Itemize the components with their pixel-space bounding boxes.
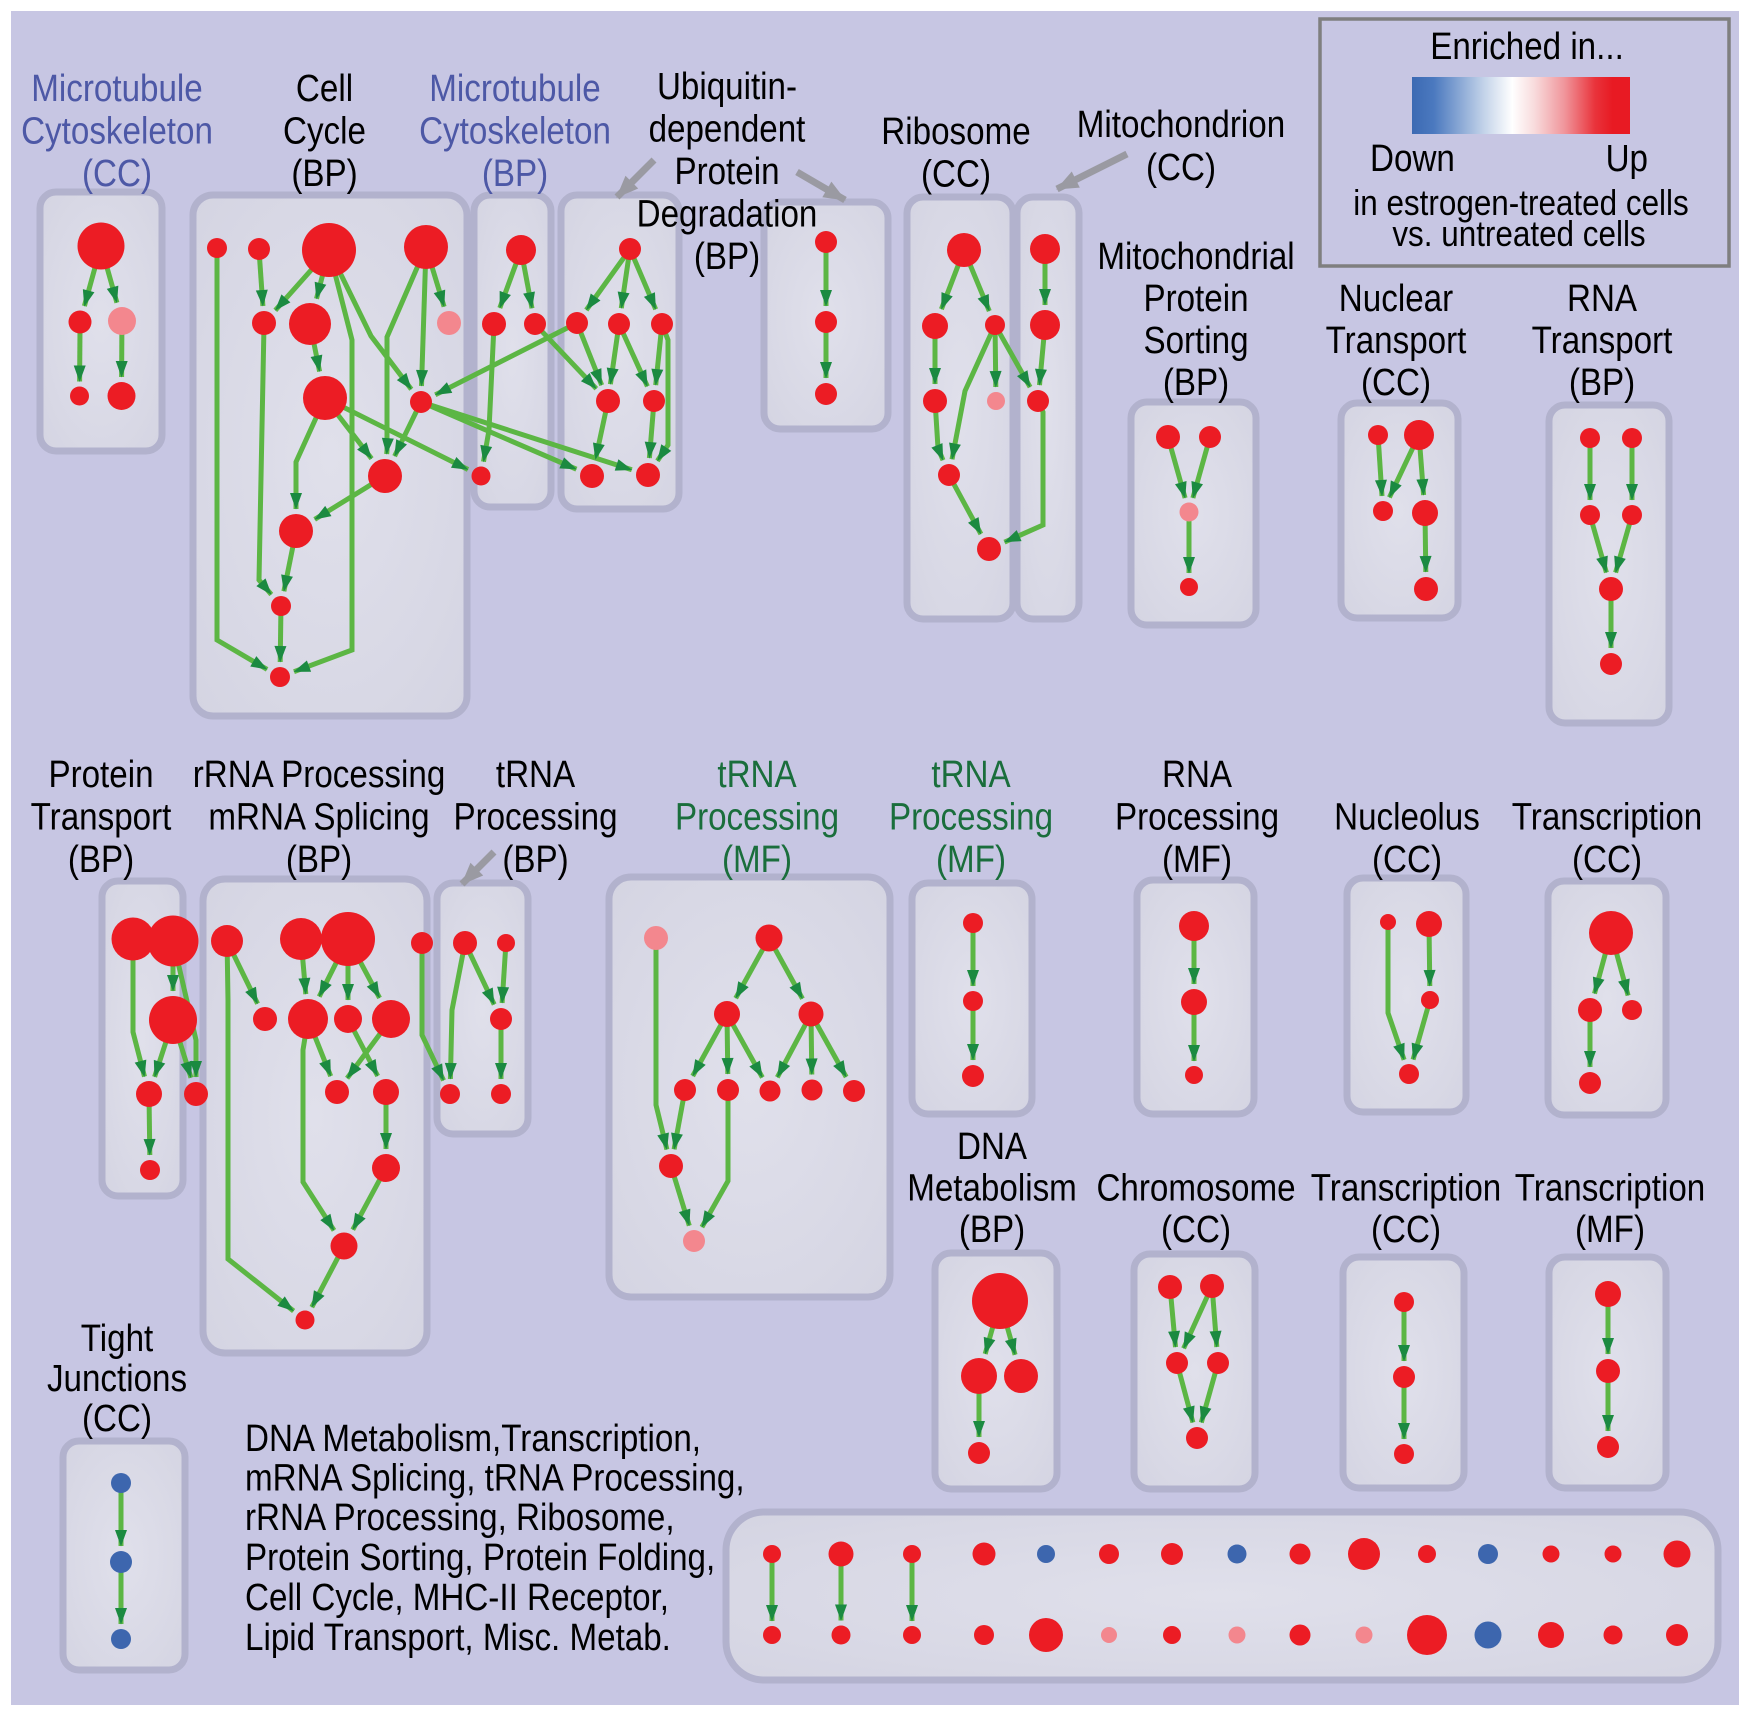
svg-text:tRNA: tRNA bbox=[717, 754, 797, 796]
svg-text:Processing: Processing bbox=[675, 797, 839, 839]
svg-text:Lipid Transport, Misc. Metab.: Lipid Transport, Misc. Metab. bbox=[245, 1617, 671, 1659]
svg-text:Protein: Protein bbox=[674, 151, 779, 193]
svg-text:Transport: Transport bbox=[1326, 320, 1467, 362]
svg-text:Metabolism: Metabolism bbox=[907, 1168, 1077, 1210]
svg-text:(CC): (CC) bbox=[921, 154, 991, 196]
svg-text:Processing: Processing bbox=[1115, 797, 1279, 839]
svg-text:Chromosome: Chromosome bbox=[1096, 1168, 1295, 1210]
svg-text:(BP): (BP) bbox=[694, 236, 760, 278]
svg-text:Junctions: Junctions bbox=[47, 1358, 187, 1400]
svg-text:(BP): (BP) bbox=[1163, 362, 1229, 404]
svg-text:vs. untreated cells: vs. untreated cells bbox=[1392, 213, 1645, 254]
svg-text:(CC): (CC) bbox=[1146, 147, 1216, 189]
svg-text:Transcription: Transcription bbox=[1515, 1168, 1706, 1210]
svg-text:(CC): (CC) bbox=[1572, 839, 1642, 881]
svg-text:(BP): (BP) bbox=[286, 839, 352, 881]
svg-text:Cell Cycle, MHC-II Receptor,: Cell Cycle, MHC-II Receptor, bbox=[245, 1577, 669, 1619]
svg-text:DNA: DNA bbox=[957, 1126, 1028, 1168]
svg-text:Up: Up bbox=[1606, 138, 1648, 180]
svg-text:Mitochondrial: Mitochondrial bbox=[1097, 236, 1294, 278]
svg-text:Mitochondrion: Mitochondrion bbox=[1077, 104, 1285, 146]
svg-text:Down: Down bbox=[1370, 138, 1455, 180]
svg-text:mRNA Splicing: mRNA Splicing bbox=[208, 797, 429, 839]
svg-text:(CC): (CC) bbox=[1371, 1209, 1441, 1251]
svg-text:Transport: Transport bbox=[1532, 320, 1673, 362]
svg-text:Ubiquitin-: Ubiquitin- bbox=[657, 66, 797, 108]
svg-text:RNA: RNA bbox=[1162, 754, 1233, 796]
svg-text:Enriched in...: Enriched in... bbox=[1430, 26, 1624, 68]
svg-text:Cell: Cell bbox=[296, 68, 353, 110]
svg-text:RNA: RNA bbox=[1567, 278, 1638, 320]
svg-text:(CC): (CC) bbox=[1161, 1209, 1231, 1251]
svg-text:(MF): (MF) bbox=[936, 839, 1006, 881]
svg-text:Transport: Transport bbox=[31, 797, 172, 839]
svg-text:dependent: dependent bbox=[649, 109, 806, 151]
svg-text:Cycle: Cycle bbox=[283, 111, 366, 153]
svg-text:Sorting: Sorting bbox=[1143, 320, 1248, 362]
svg-text:rRNA Processing: rRNA Processing bbox=[193, 754, 446, 796]
svg-text:(BP): (BP) bbox=[482, 153, 548, 195]
svg-text:Ribosome: Ribosome bbox=[881, 111, 1030, 153]
svg-text:Transcription: Transcription bbox=[1512, 797, 1703, 839]
svg-text:Processing: Processing bbox=[889, 797, 1053, 839]
svg-text:(CC): (CC) bbox=[82, 1398, 152, 1440]
svg-text:Processing: Processing bbox=[453, 797, 617, 839]
svg-text:(BP): (BP) bbox=[502, 839, 568, 881]
svg-text:Cytoskeleton: Cytoskeleton bbox=[419, 111, 611, 153]
svg-text:Protein: Protein bbox=[48, 754, 153, 796]
svg-text:Degradation: Degradation bbox=[637, 194, 818, 236]
svg-text:Microtubule: Microtubule bbox=[429, 68, 601, 110]
svg-text:(BP): (BP) bbox=[959, 1209, 1025, 1251]
svg-text:rRNA Processing, Ribosome,: rRNA Processing, Ribosome, bbox=[245, 1497, 675, 1539]
svg-text:Cytoskeleton: Cytoskeleton bbox=[21, 111, 213, 153]
svg-text:tRNA: tRNA bbox=[496, 754, 576, 796]
svg-text:tRNA: tRNA bbox=[931, 754, 1011, 796]
svg-text:(CC): (CC) bbox=[1361, 362, 1431, 404]
svg-text:(CC): (CC) bbox=[1372, 839, 1442, 881]
svg-text:Protein Sorting, Protein Foldi: Protein Sorting, Protein Folding, bbox=[245, 1537, 715, 1579]
svg-text:(MF): (MF) bbox=[1162, 839, 1232, 881]
svg-text:Nuclear: Nuclear bbox=[1339, 278, 1454, 320]
svg-text:Transcription: Transcription bbox=[1311, 1168, 1502, 1210]
svg-text:(MF): (MF) bbox=[1575, 1209, 1645, 1251]
svg-text:(BP): (BP) bbox=[291, 153, 357, 195]
svg-text:mRNA Splicing, tRNA Processing: mRNA Splicing, tRNA Processing, bbox=[245, 1458, 745, 1500]
svg-text:in estrogen-treated cells: in estrogen-treated cells bbox=[1353, 182, 1689, 223]
svg-text:(BP): (BP) bbox=[1569, 362, 1635, 404]
svg-text:(MF): (MF) bbox=[722, 839, 792, 881]
svg-text:(BP): (BP) bbox=[68, 839, 134, 881]
svg-text:Microtubule: Microtubule bbox=[31, 68, 203, 110]
svg-text:DNA Metabolism,Transcription,: DNA Metabolism,Transcription, bbox=[245, 1418, 701, 1460]
svg-text:(CC): (CC) bbox=[82, 153, 152, 195]
svg-text:Nucleolus: Nucleolus bbox=[1334, 797, 1480, 839]
svg-text:Tight: Tight bbox=[81, 1318, 154, 1360]
svg-text:Protein: Protein bbox=[1143, 278, 1248, 320]
